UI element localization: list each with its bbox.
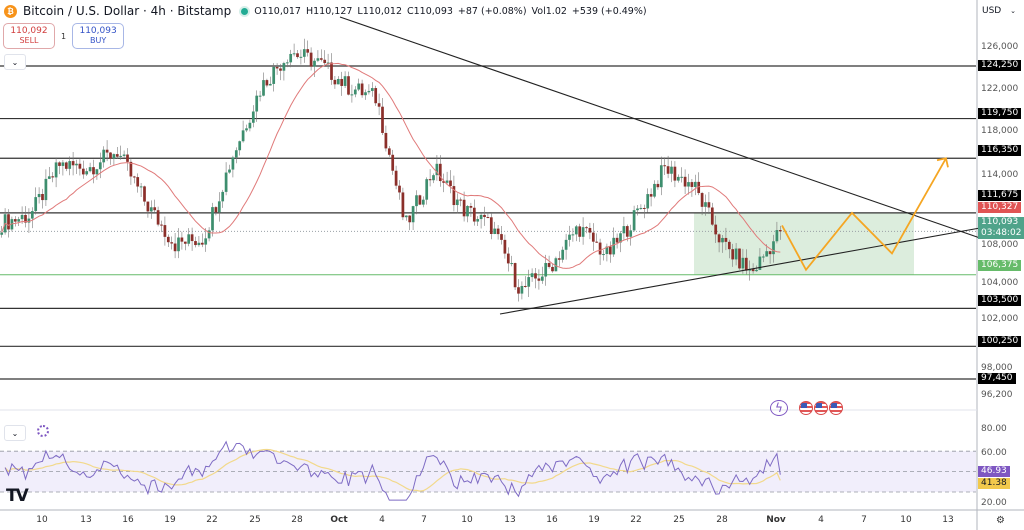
rsi-tick-label: 80.00 [981, 424, 1007, 434]
high-value: H110,127 [305, 5, 353, 17]
time-axis-label: 4 [818, 515, 824, 525]
price-tick-label: 122,000 [981, 84, 1019, 94]
price-tick-label: 96,200 [981, 390, 1013, 400]
price-level-label: 100,250 [978, 336, 1022, 347]
support-price-label: 106,375 [978, 260, 1022, 271]
time-axis-label: 7 [421, 515, 427, 525]
us-flag-icon[interactable] [799, 401, 813, 415]
gear-icon[interactable]: ⚙ [996, 515, 1005, 526]
time-axis-label: 13 [942, 515, 954, 525]
volume-value: Vol1.02 [531, 5, 567, 17]
time-axis-label: 10 [461, 515, 473, 525]
change-value: +87 (+0.08%) [457, 5, 527, 17]
time-axis-label: 4 [379, 515, 385, 525]
symbol-title[interactable]: Bitcoin / U.S. Dollar · 4h · Bitstamp [23, 4, 232, 18]
price-tick-label: 108,000 [981, 240, 1019, 250]
chevron-down-icon: ⌄ [1010, 7, 1016, 15]
event-markers: ϟ [770, 400, 843, 416]
sell-price: 110,092 [10, 26, 48, 36]
collapse-legend-button[interactable]: ⌄ [4, 54, 26, 70]
price-level-label: 124,250 [978, 60, 1022, 71]
close-value: C110,093 [407, 5, 453, 17]
time-axis-label: 13 [504, 515, 516, 525]
price-tick-label: 102,000 [981, 314, 1019, 324]
ohlc-values: O110,017 H110,127 L110,012 C110,093 +87 … [254, 6, 646, 17]
price-tick-label: 114,000 [981, 170, 1019, 180]
time-axis-label: 28 [291, 515, 303, 525]
lightning-event-icon[interactable]: ϟ [770, 400, 788, 416]
time-axis-label: 10 [900, 515, 912, 525]
time-axis-label: 25 [673, 515, 685, 525]
price-level-label: 111,675 [978, 190, 1022, 201]
price-tick-label: 126,000 [981, 42, 1019, 52]
chart-header: ₿ Bitcoin / U.S. Dollar · 4h · Bitstamp … [4, 3, 647, 19]
spread-value: 1 [61, 31, 67, 41]
bitcoin-logo-icon: ₿ [4, 4, 17, 18]
currency-label: USD [982, 6, 1002, 16]
low-value: L110,012 [357, 5, 402, 17]
last-price-label: 110,093 03:48:02 [978, 217, 1024, 239]
time-axis-label: 22 [630, 515, 642, 525]
sell-button[interactable]: 110,092 SELL [3, 23, 55, 49]
time-axis-label: 13 [80, 515, 92, 525]
rsi-tick-label: 60.00 [981, 448, 1007, 458]
time-axis-label: 10 [36, 515, 48, 525]
time-axis-label: 19 [588, 515, 600, 525]
us-flag-icon[interactable] [829, 401, 843, 415]
rsi-tick-label: 20.00 [981, 498, 1007, 508]
price-tick-label: 104,000 [981, 278, 1019, 288]
time-axis-label: 19 [164, 515, 176, 525]
market-open-status-icon [241, 7, 249, 15]
trade-buttons: 110,092 SELL 1 110,093 BUY [3, 23, 125, 49]
time-axis-label: Oct [330, 515, 348, 525]
price-tick-label: 98,000 [981, 363, 1013, 373]
rsi-loading-icon[interactable] [37, 425, 49, 437]
buy-price: 110,093 [79, 26, 117, 36]
chevron-down-icon: ⌄ [11, 428, 19, 438]
time-axis-label: Nov [766, 515, 786, 525]
collapse-rsi-legend-button[interactable]: ⌄ [4, 425, 26, 441]
tradingview-logo-icon[interactable]: TV [6, 486, 29, 506]
chevron-down-icon: ⌄ [11, 57, 19, 67]
price-level-label: 116,350 [978, 145, 1022, 156]
time-axis-label: 28 [716, 515, 728, 525]
currency-selector[interactable]: USD ⌄ [982, 4, 1022, 18]
price-tick-label: 118,000 [981, 126, 1019, 136]
price-level-label: 119,750 [978, 108, 1022, 119]
volume-change-value: +539 (+0.49%) [571, 5, 647, 17]
rsi-value-label: 46.93 [978, 466, 1010, 477]
time-axis-label: 16 [546, 515, 558, 525]
sell-label: SELL [19, 36, 39, 45]
us-flag-icon[interactable] [814, 401, 828, 415]
time-axis-label: 22 [206, 515, 218, 525]
price-level-label: 97,450 [978, 373, 1016, 384]
time-axis-label: 25 [249, 515, 261, 525]
price-level-label: 103,500 [978, 295, 1022, 306]
time-axis-label: 16 [122, 515, 134, 525]
open-value: O110,017 [254, 5, 301, 17]
time-axis-label: 7 [861, 515, 867, 525]
buy-label: BUY [89, 36, 107, 45]
ma-price-label: 110,327 [978, 202, 1022, 213]
rsi-ma-value-label: 41.38 [978, 478, 1010, 489]
buy-button[interactable]: 110,093 BUY [72, 23, 125, 49]
